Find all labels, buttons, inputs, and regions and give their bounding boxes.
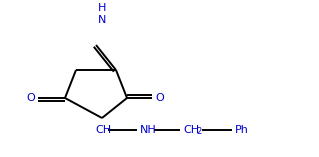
Text: N: N	[98, 15, 106, 25]
Text: O: O	[155, 93, 164, 103]
Text: Ph: Ph	[235, 125, 249, 135]
Text: 2: 2	[196, 127, 201, 136]
Text: O: O	[26, 93, 35, 103]
Text: H: H	[98, 3, 106, 13]
Text: CH: CH	[95, 125, 111, 135]
Text: NH: NH	[140, 125, 157, 135]
Text: CH: CH	[183, 125, 199, 135]
